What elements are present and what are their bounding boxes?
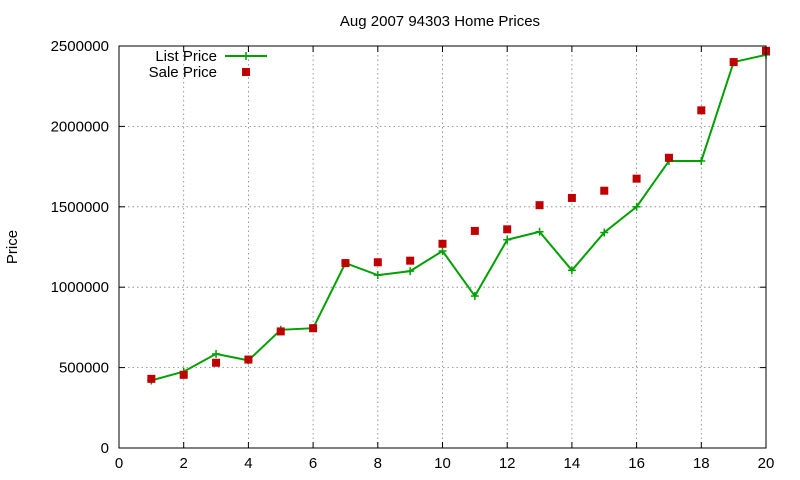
list-price-point — [632, 202, 641, 211]
y-tick-label: 2500000 — [51, 38, 109, 55]
sale-price-point — [179, 370, 188, 379]
list-price-point — [697, 156, 706, 165]
list-price-point — [373, 271, 382, 280]
sale-price-point — [341, 259, 350, 268]
x-tick-label: 0 — [115, 455, 123, 472]
sale-price-point — [309, 324, 318, 333]
sale-price-point — [729, 58, 738, 67]
sale-price-point — [438, 239, 447, 248]
x-tick-label: 6 — [309, 455, 317, 472]
legend-marker-sale-price — [242, 68, 250, 76]
y-tick-label: 2000000 — [51, 118, 109, 135]
x-tick-label: 16 — [628, 455, 645, 472]
sale-price-point — [406, 256, 415, 265]
x-tick-label: 4 — [244, 455, 252, 472]
sale-price-point — [535, 201, 544, 210]
y-axis-label: Price — [4, 230, 21, 264]
sale-price-point — [212, 358, 221, 367]
list-price-point — [438, 247, 447, 256]
sale-price-point — [632, 174, 641, 183]
y-tick-label: 0 — [101, 440, 109, 457]
sale-price-point — [244, 355, 253, 364]
x-tick-label: 20 — [758, 455, 775, 472]
legend-label-list-price: List Price — [155, 48, 217, 65]
list-price-point — [212, 349, 221, 358]
x-tick-label: 2 — [180, 455, 188, 472]
list-price-point — [503, 235, 512, 244]
sale-price-point — [276, 327, 285, 336]
sale-price-point — [147, 374, 156, 383]
list-price-point — [406, 267, 415, 276]
sale-price-point — [600, 186, 609, 195]
x-tick-label: 18 — [693, 455, 710, 472]
x-tick-label: 8 — [374, 455, 382, 472]
list-price-point — [535, 227, 544, 236]
y-tick-label: 1000000 — [51, 279, 109, 296]
y-tick-label: 500000 — [59, 360, 109, 377]
y-tick-label: 1500000 — [51, 199, 109, 216]
x-tick-label: 12 — [499, 455, 516, 472]
sale-price-point — [373, 258, 382, 267]
sale-price-point — [503, 225, 512, 234]
list-price-point — [567, 266, 576, 275]
series-layer — [147, 46, 770, 385]
sale-price-point — [664, 153, 673, 162]
sale-price-point — [697, 106, 706, 115]
chart-title: Aug 2007 94303 Home Prices — [340, 13, 540, 30]
list-price-point — [470, 292, 479, 301]
legend-label-sale-price: Sale Price — [149, 64, 217, 81]
axis-ticks: 0 2 4 6 8 10 12 14 16 18 20 0 500000 1000000 1500000 20… — [51, 38, 775, 472]
x-tick-label: 14 — [564, 455, 581, 472]
plot-frame — [118, 45, 767, 449]
sale-price-point — [470, 226, 479, 235]
list-price-point — [600, 228, 609, 237]
list-price-line — [151, 53, 767, 382]
x-tick-label: 10 — [434, 455, 451, 472]
sale-price-point — [567, 193, 576, 202]
